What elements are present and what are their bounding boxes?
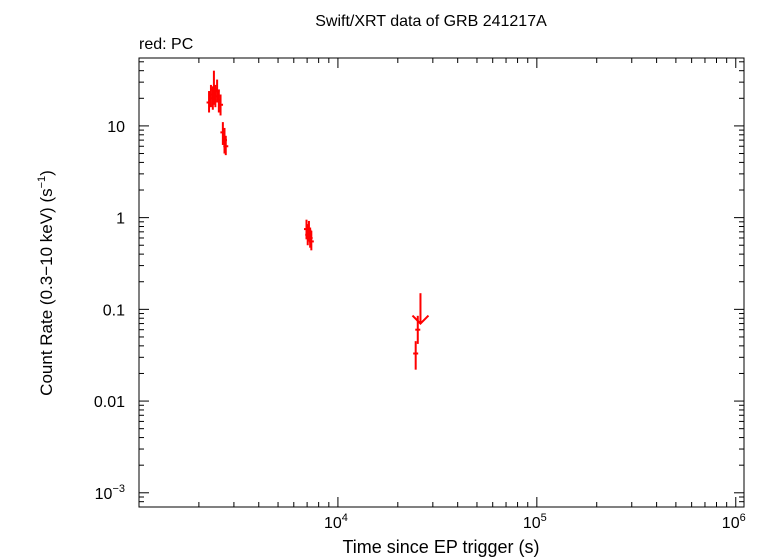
x-tick-label-base: 10 — [722, 515, 740, 532]
y-tick-label-base: 0.1 — [103, 302, 125, 319]
x-tick-label: 104 — [324, 512, 348, 532]
x-tick-label-base: 10 — [523, 515, 541, 532]
y-tick-label: 10 — [107, 119, 125, 136]
data-series — [206, 70, 430, 370]
upper-limit-arrow — [411, 314, 430, 325]
chart-subtitle: red: PC — [139, 36, 193, 53]
y-axis-label-exponent: −1 — [36, 176, 48, 189]
y-tick-label-base: 10 — [95, 486, 113, 503]
x-axis: 104 105 106 — [138, 58, 746, 532]
x-tick-label-exponent: 5 — [541, 512, 547, 524]
y-tick-label: 0.01 — [94, 394, 125, 411]
x-axis-label: Time since EP trigger (s) — [342, 537, 539, 557]
x-tick-label-exponent: 4 — [342, 512, 348, 524]
x-tick-label: 106 — [722, 512, 746, 532]
y-tick-label: 1 — [116, 211, 125, 228]
x-tick-label-base: 10 — [324, 515, 342, 532]
y-axis-label: Count Rate (0.3−10 keV) (s−1) — [36, 170, 56, 396]
x-tick-label-exponent: 6 — [740, 512, 746, 524]
plot-frame — [138, 57, 745, 508]
y-tick-label: 10−3 — [95, 483, 125, 503]
x-tick-label: 105 — [523, 512, 547, 532]
y-tick-label-base: 1 — [116, 211, 125, 228]
y-axis-label-main: Count Rate (0.3−10 keV) (s — [37, 188, 56, 395]
y-axis-label-close: ) — [37, 170, 56, 176]
y-tick-label-base: 0.01 — [94, 394, 125, 411]
y-tick-label-base: 10 — [107, 119, 125, 136]
chart-title: Swift/XRT data of GRB 241217A — [315, 13, 547, 30]
y-tick-label: 0.1 — [103, 302, 125, 319]
y-tick-label-exponent: −3 — [112, 483, 125, 495]
